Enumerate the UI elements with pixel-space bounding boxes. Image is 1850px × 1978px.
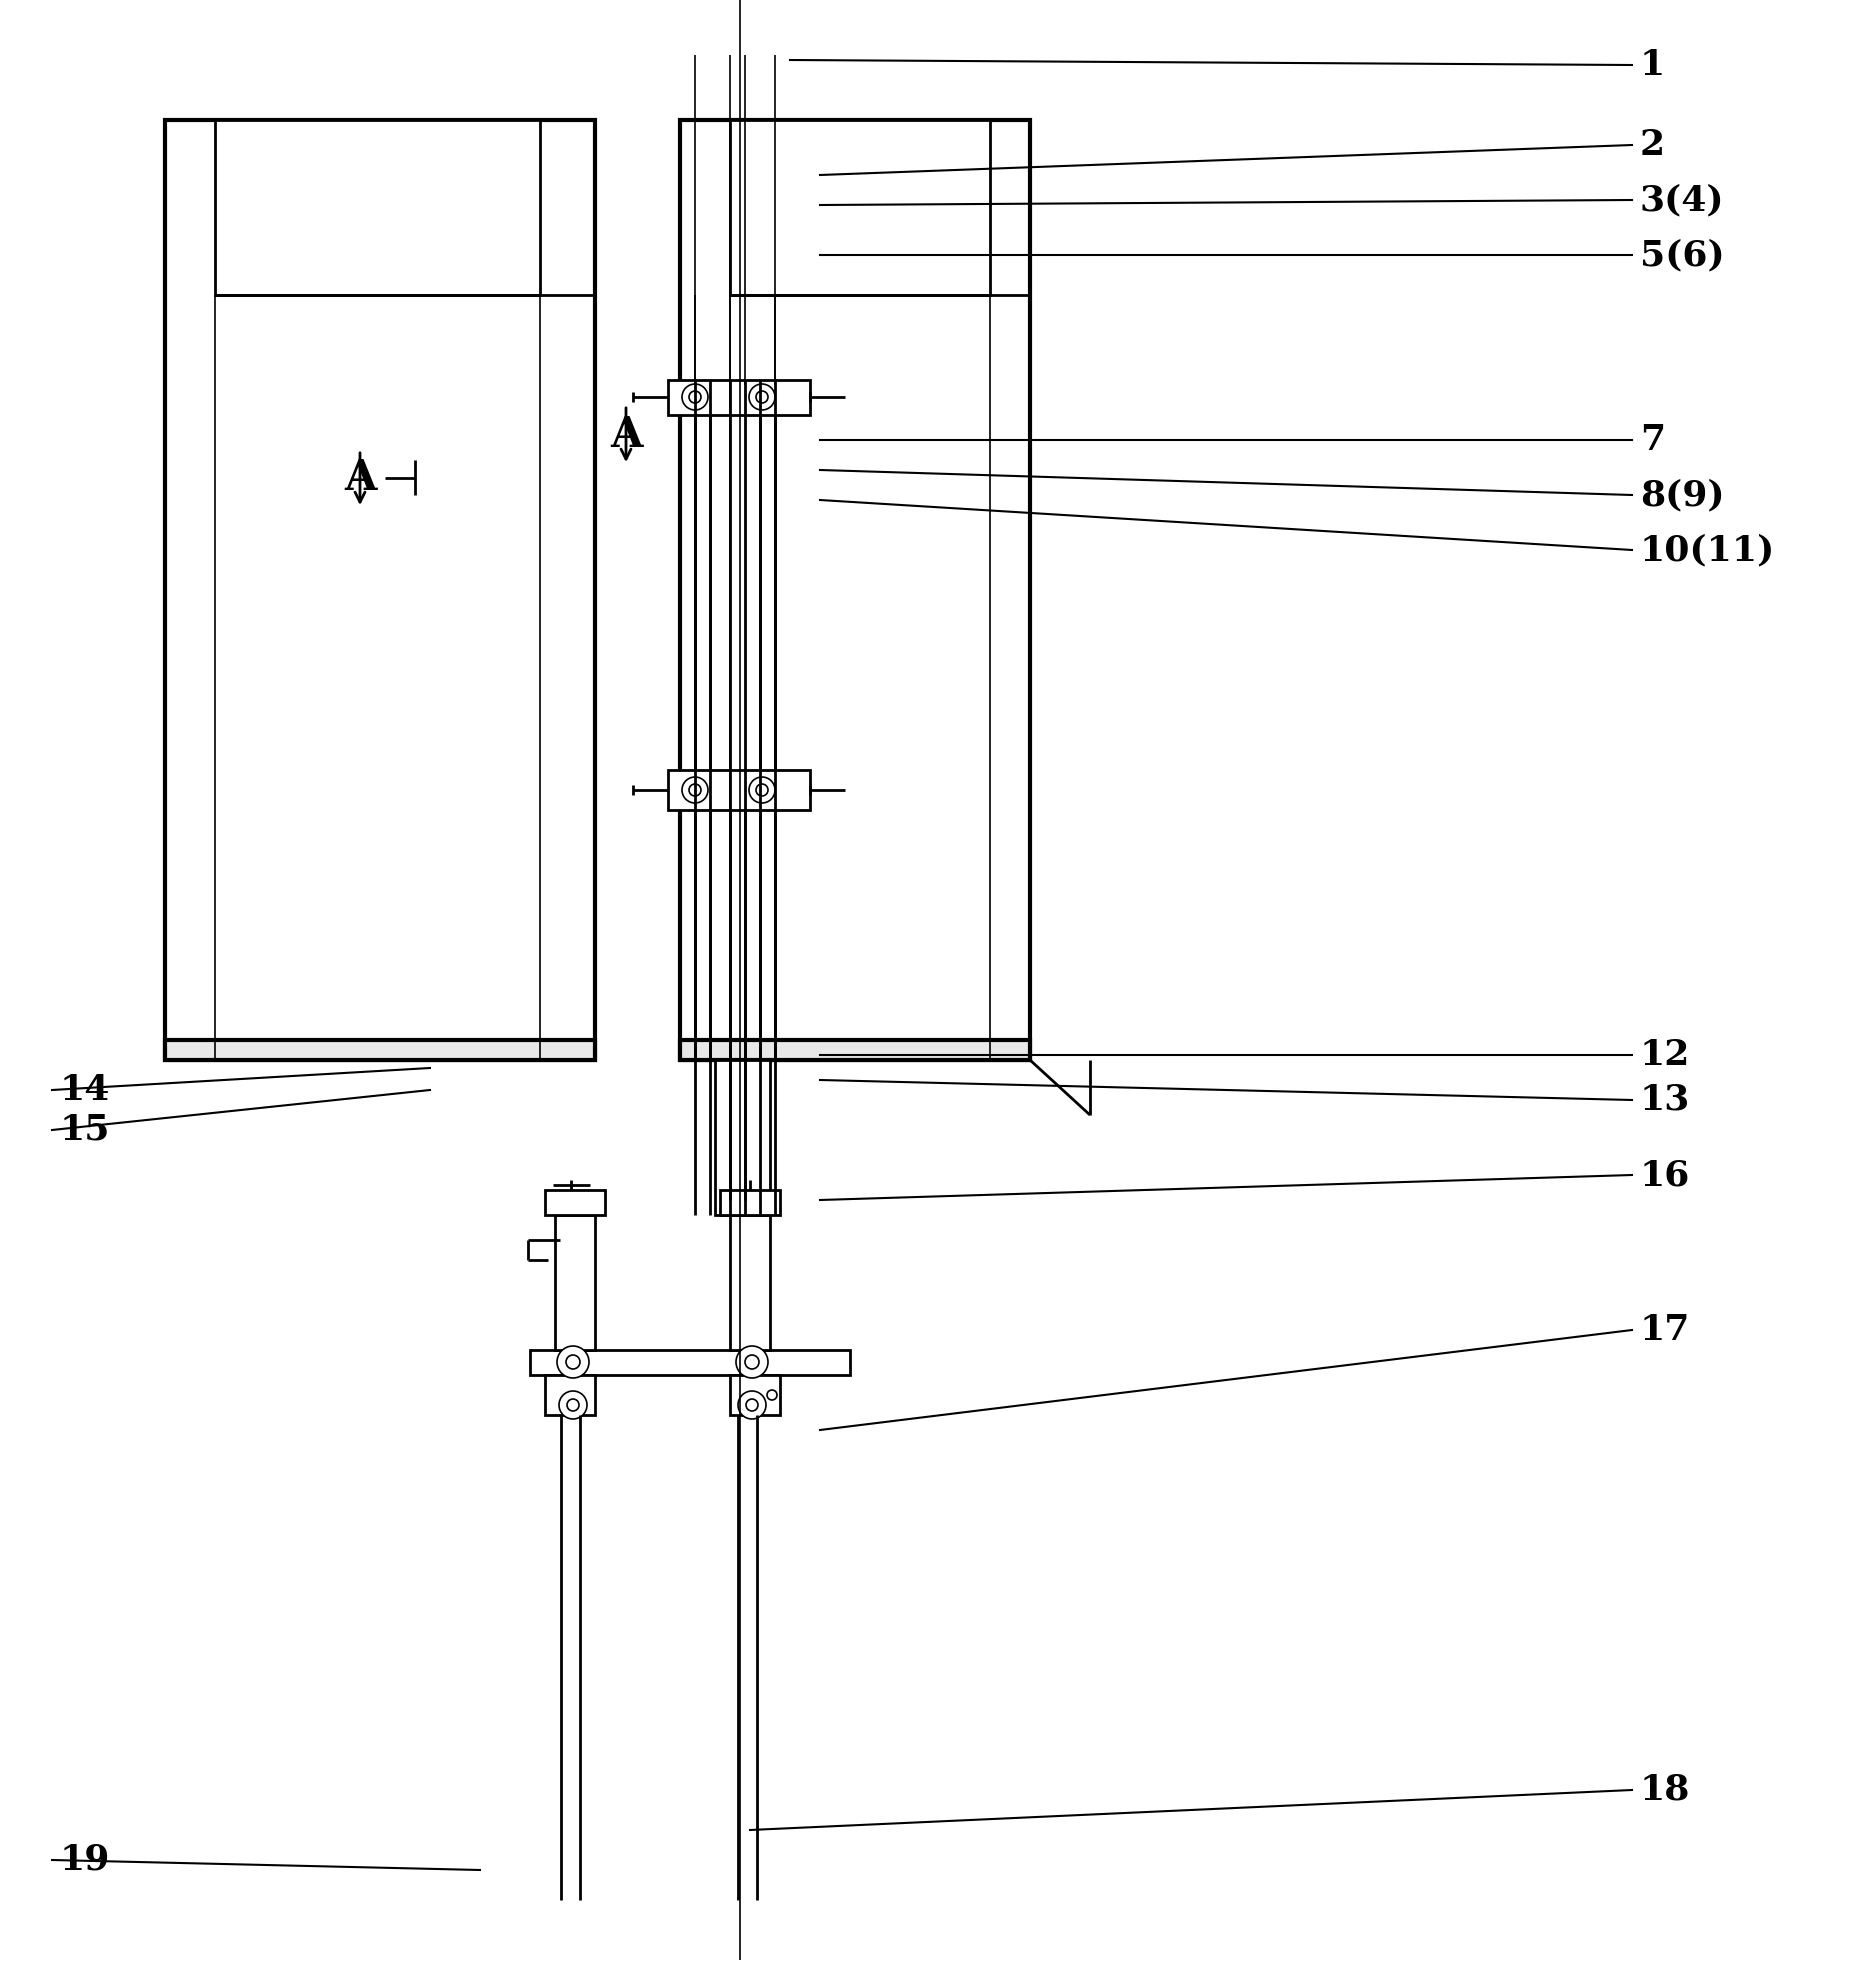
Bar xyxy=(165,121,596,1060)
Text: 15: 15 xyxy=(59,1114,111,1147)
Text: 1: 1 xyxy=(1639,47,1665,81)
Bar xyxy=(555,1214,596,1351)
Bar xyxy=(731,1375,781,1414)
Bar xyxy=(714,1060,770,1214)
Text: A: A xyxy=(610,413,642,457)
Text: 12: 12 xyxy=(1639,1038,1691,1072)
Text: 19: 19 xyxy=(59,1843,111,1877)
Bar xyxy=(165,1040,596,1060)
Bar xyxy=(681,121,1030,1060)
Circle shape xyxy=(683,777,709,803)
Circle shape xyxy=(768,1391,777,1400)
Bar xyxy=(215,121,540,295)
Text: 8(9): 8(9) xyxy=(1639,479,1724,512)
Circle shape xyxy=(688,783,701,795)
Circle shape xyxy=(566,1355,581,1369)
Text: 17: 17 xyxy=(1639,1313,1691,1347)
Circle shape xyxy=(757,392,768,404)
Text: 10(11): 10(11) xyxy=(1639,532,1776,568)
Bar xyxy=(720,1191,781,1214)
Circle shape xyxy=(749,777,775,803)
Text: 18: 18 xyxy=(1639,1772,1691,1808)
Circle shape xyxy=(746,1398,758,1410)
Text: 7: 7 xyxy=(1639,423,1665,457)
Text: 14: 14 xyxy=(59,1072,111,1108)
Circle shape xyxy=(736,1345,768,1379)
Bar xyxy=(546,1191,605,1214)
Circle shape xyxy=(566,1398,579,1410)
Bar xyxy=(668,380,810,415)
Circle shape xyxy=(688,392,701,404)
Circle shape xyxy=(757,783,768,795)
Circle shape xyxy=(749,384,775,409)
Bar xyxy=(681,1040,1030,1060)
Bar xyxy=(529,1351,849,1375)
Circle shape xyxy=(746,1355,758,1369)
Text: A: A xyxy=(344,457,376,498)
Text: 5(6): 5(6) xyxy=(1639,237,1724,273)
Text: 2: 2 xyxy=(1639,129,1665,162)
Circle shape xyxy=(683,384,709,409)
Circle shape xyxy=(559,1391,586,1418)
Text: 13: 13 xyxy=(1639,1084,1691,1118)
Bar xyxy=(546,1375,596,1414)
Circle shape xyxy=(738,1391,766,1418)
Bar xyxy=(731,1214,770,1351)
Circle shape xyxy=(557,1345,588,1379)
Text: 3(4): 3(4) xyxy=(1639,184,1724,218)
Bar xyxy=(668,769,810,811)
Bar xyxy=(731,121,990,295)
Text: 16: 16 xyxy=(1639,1157,1691,1193)
